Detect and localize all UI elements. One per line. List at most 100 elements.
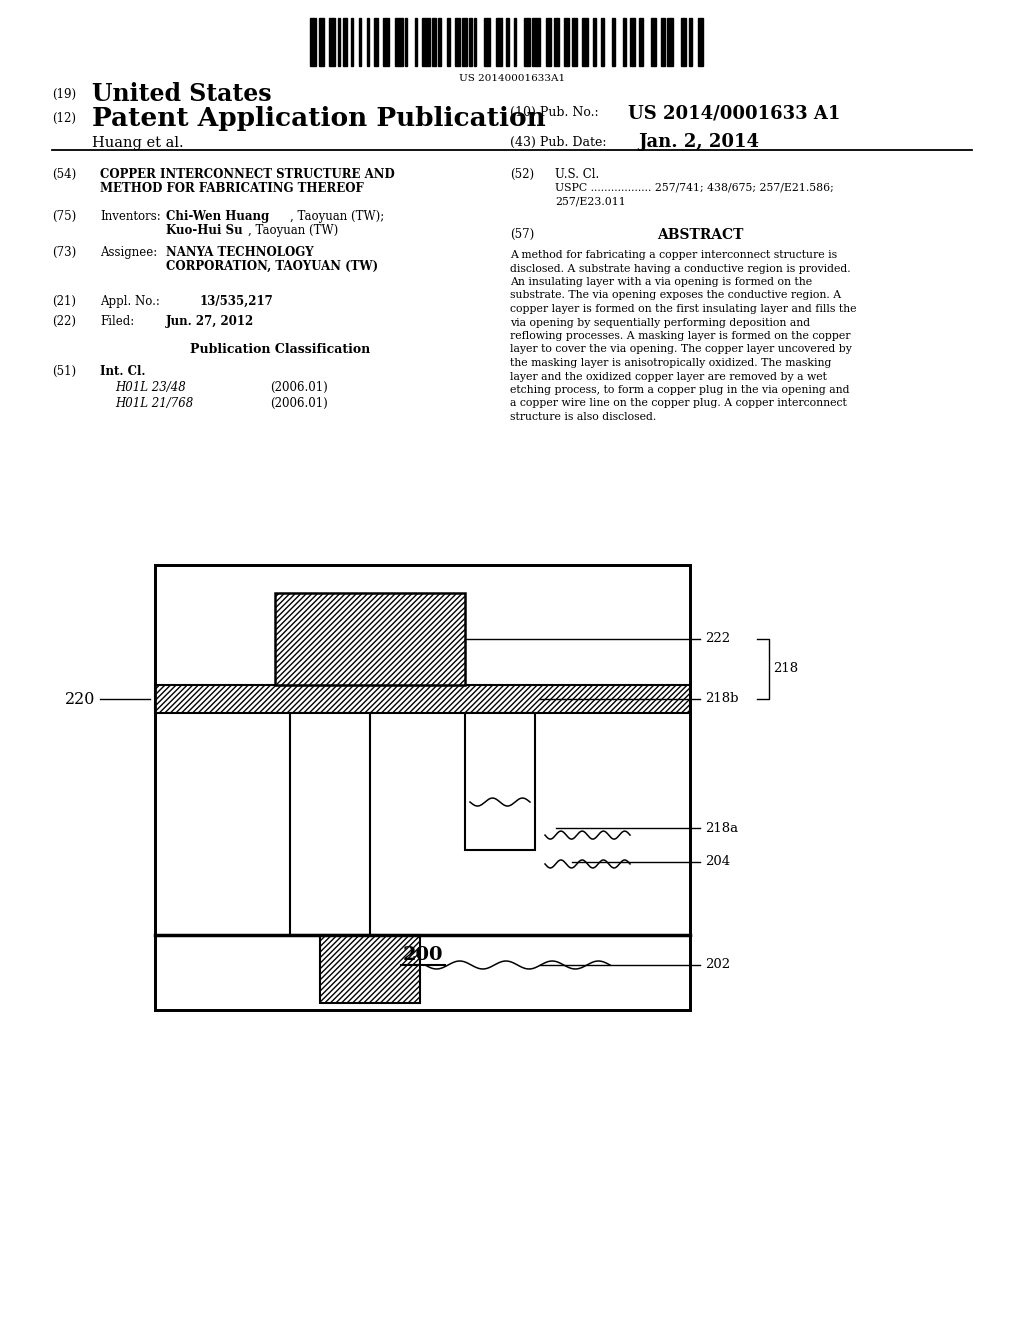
Bar (465, 713, 535, 850)
Bar (319, 18, 324, 66)
Bar (422, 18, 430, 66)
Bar (374, 18, 378, 66)
Text: 13/535,217: 13/535,217 (200, 294, 273, 308)
Text: Inventors:: Inventors: (100, 210, 161, 223)
Bar (496, 18, 502, 66)
Text: (22): (22) (52, 315, 76, 327)
Bar (367, 18, 369, 66)
Bar (275, 593, 465, 685)
Text: , Taoyuan (TW): , Taoyuan (TW) (248, 224, 338, 238)
Bar (406, 18, 407, 66)
Text: 202: 202 (705, 958, 730, 972)
Text: (52): (52) (510, 168, 535, 181)
Text: (54): (54) (52, 168, 76, 181)
Text: (2006.01): (2006.01) (270, 381, 328, 393)
Text: Chi-Wen Huang: Chi-Wen Huang (166, 210, 269, 223)
Bar (630, 18, 635, 66)
Bar (698, 18, 703, 66)
Text: ABSTRACT: ABSTRACT (656, 228, 743, 242)
Text: (19): (19) (52, 88, 76, 102)
Bar (524, 18, 530, 66)
Bar (319, 935, 420, 1003)
Bar (155, 565, 690, 1010)
Text: An insulating layer with a via opening is formed on the: An insulating layer with a via opening i… (510, 277, 812, 286)
Bar (506, 18, 509, 66)
Bar (667, 18, 673, 66)
Text: H01L 23/48: H01L 23/48 (115, 381, 185, 393)
Text: layer and the oxidized copper layer are removed by a wet: layer and the oxidized copper layer are … (510, 371, 826, 381)
Text: (57): (57) (510, 228, 535, 242)
Text: 200: 200 (402, 946, 442, 964)
Bar (469, 18, 472, 66)
Text: 257/E23.011: 257/E23.011 (555, 197, 626, 207)
Text: 220: 220 (65, 690, 95, 708)
Bar (319, 935, 420, 1003)
Bar (554, 18, 559, 66)
Text: layer to cover the via opening. The copper layer uncovered by: layer to cover the via opening. The copp… (510, 345, 852, 355)
Text: (2006.01): (2006.01) (270, 397, 328, 411)
Bar (612, 18, 615, 66)
Text: METHOD FOR FABRICATING THEREOF: METHOD FOR FABRICATING THEREOF (100, 182, 364, 195)
Bar (329, 18, 335, 66)
Bar (155, 565, 690, 1010)
Text: A method for fabricating a copper interconnect structure is: A method for fabricating a copper interc… (510, 249, 838, 260)
Bar (462, 18, 467, 66)
Bar (447, 18, 450, 66)
Text: via opening by sequentially performing deposition and: via opening by sequentially performing d… (510, 318, 810, 327)
Bar (395, 18, 403, 66)
Bar (601, 18, 604, 66)
Bar (681, 18, 686, 66)
Bar (689, 18, 692, 66)
Bar (514, 18, 516, 66)
Bar (455, 18, 460, 66)
Bar (359, 18, 361, 66)
Text: NANYA TECHNOLOGY: NANYA TECHNOLOGY (166, 246, 313, 259)
Bar (484, 18, 490, 66)
Bar (564, 18, 569, 66)
Text: , Taoyuan (TW);: , Taoyuan (TW); (290, 210, 384, 223)
Text: (21): (21) (52, 294, 76, 308)
Bar (593, 18, 596, 66)
Text: Kuo-Hui Su: Kuo-Hui Su (166, 224, 243, 238)
Text: Jun. 27, 2012: Jun. 27, 2012 (166, 315, 254, 327)
Text: 218a: 218a (705, 822, 738, 836)
Text: Patent Application Publication: Patent Application Publication (92, 106, 546, 131)
Text: US 2014/0001633 A1: US 2014/0001633 A1 (628, 104, 841, 121)
Text: H01L 21/768: H01L 21/768 (115, 397, 194, 411)
Bar (275, 593, 465, 685)
Bar (582, 18, 588, 66)
Bar (662, 18, 665, 66)
Text: COPPER INTERCONNECT STRUCTURE AND: COPPER INTERCONNECT STRUCTURE AND (100, 168, 394, 181)
Text: etching process, to form a copper plug in the via opening and: etching process, to form a copper plug i… (510, 385, 850, 395)
Bar (383, 18, 389, 66)
Bar (639, 18, 643, 66)
Text: 222: 222 (705, 632, 730, 645)
Text: disclosed. A substrate having a conductive region is provided.: disclosed. A substrate having a conducti… (510, 264, 851, 273)
Text: Huang et al.: Huang et al. (92, 136, 183, 150)
Bar (546, 18, 551, 66)
Bar (351, 18, 353, 66)
Text: United States: United States (92, 82, 271, 106)
Text: Jan. 2, 2014: Jan. 2, 2014 (638, 133, 759, 150)
Text: a copper wire line on the copper plug. A copper interconnect: a copper wire line on the copper plug. A… (510, 399, 847, 408)
Text: Int. Cl.: Int. Cl. (100, 366, 145, 378)
Bar (432, 18, 436, 66)
Text: CORPORATION, TAOYUAN (TW): CORPORATION, TAOYUAN (TW) (166, 260, 378, 273)
Bar (338, 18, 340, 66)
Text: 218b: 218b (705, 693, 738, 705)
Text: USPC .................. 257/741; 438/675; 257/E21.586;: USPC .................. 257/741; 438/675… (555, 183, 834, 193)
Text: the masking layer is anisotropically oxidized. The masking: the masking layer is anisotropically oxi… (510, 358, 831, 368)
Text: U.S. Cl.: U.S. Cl. (555, 168, 599, 181)
Text: Filed:: Filed: (100, 315, 134, 327)
Text: Publication Classification: Publication Classification (190, 343, 371, 356)
Text: (75): (75) (52, 210, 76, 223)
Text: copper layer is formed on the first insulating layer and fills the: copper layer is formed on the first insu… (510, 304, 856, 314)
Text: Appl. No.:: Appl. No.: (100, 294, 160, 308)
Text: (73): (73) (52, 246, 76, 259)
Text: (12): (12) (52, 112, 76, 125)
Text: (51): (51) (52, 366, 76, 378)
Bar (310, 18, 316, 66)
Bar (572, 18, 577, 66)
Text: reflowing processes. A masking layer is formed on the copper: reflowing processes. A masking layer is … (510, 331, 851, 341)
Text: Assignee:: Assignee: (100, 246, 158, 259)
